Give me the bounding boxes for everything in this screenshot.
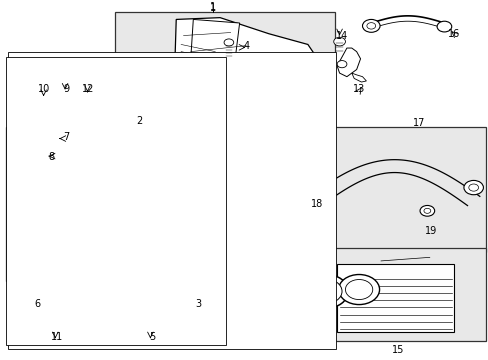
Polygon shape	[336, 48, 360, 77]
Bar	[115, 12, 334, 324]
Polygon shape	[125, 87, 222, 216]
Circle shape	[148, 117, 165, 130]
Circle shape	[298, 72, 312, 82]
Bar	[311, 195, 330, 213]
Circle shape	[366, 23, 375, 29]
Text: 9: 9	[63, 84, 69, 94]
Polygon shape	[11, 131, 89, 241]
Circle shape	[141, 324, 160, 338]
Bar	[6, 57, 226, 345]
Bar	[8, 114, 40, 346]
Text: 5: 5	[148, 332, 155, 342]
Text: 6: 6	[34, 299, 40, 309]
Circle shape	[301, 274, 347, 309]
Text: 1: 1	[209, 3, 215, 13]
Circle shape	[338, 275, 379, 305]
Circle shape	[37, 95, 50, 104]
Polygon shape	[120, 209, 276, 311]
Circle shape	[145, 327, 155, 334]
Circle shape	[224, 39, 233, 46]
Circle shape	[436, 21, 451, 32]
Bar	[5, 127, 96, 280]
Bar	[7, 114, 61, 336]
Text: 12: 12	[82, 84, 95, 94]
Bar	[15, 232, 89, 277]
Text: 3: 3	[195, 299, 201, 309]
Circle shape	[45, 134, 59, 144]
Bar	[310, 248, 485, 341]
Circle shape	[336, 60, 346, 68]
Circle shape	[148, 138, 165, 151]
Circle shape	[345, 279, 372, 300]
Circle shape	[37, 154, 44, 159]
Text: 17: 17	[412, 118, 425, 128]
Text: 4: 4	[244, 41, 249, 51]
Text: 18: 18	[310, 199, 322, 209]
Text: 13: 13	[352, 84, 365, 94]
Circle shape	[468, 184, 478, 191]
Circle shape	[282, 59, 328, 94]
Text: 19: 19	[424, 225, 436, 235]
Circle shape	[307, 279, 341, 304]
Circle shape	[33, 151, 48, 161]
Text: 16: 16	[447, 29, 459, 39]
Text: 1: 1	[209, 2, 215, 12]
Circle shape	[333, 37, 345, 46]
Circle shape	[148, 160, 165, 172]
Text: 8: 8	[49, 152, 55, 162]
Polygon shape	[173, 18, 322, 116]
Circle shape	[314, 283, 335, 299]
Bar	[310, 127, 485, 252]
Circle shape	[362, 19, 379, 32]
Polygon shape	[351, 73, 366, 82]
Circle shape	[419, 206, 434, 216]
Text: 15: 15	[391, 345, 404, 355]
Text: 2: 2	[136, 116, 142, 126]
Polygon shape	[130, 216, 266, 299]
Ellipse shape	[83, 96, 92, 109]
Ellipse shape	[85, 100, 89, 105]
Circle shape	[169, 138, 187, 151]
Text: 10: 10	[38, 84, 50, 94]
Polygon shape	[190, 19, 239, 62]
Text: 11: 11	[51, 332, 63, 342]
Circle shape	[290, 66, 320, 87]
Circle shape	[169, 160, 187, 172]
Bar	[7, 52, 335, 348]
Circle shape	[169, 117, 187, 130]
Circle shape	[49, 136, 55, 141]
Circle shape	[463, 180, 483, 195]
Circle shape	[46, 324, 64, 337]
Text: 14: 14	[335, 31, 347, 41]
Text: 7: 7	[63, 132, 69, 143]
Bar	[336, 265, 453, 333]
Circle shape	[51, 328, 59, 334]
Circle shape	[423, 208, 430, 213]
